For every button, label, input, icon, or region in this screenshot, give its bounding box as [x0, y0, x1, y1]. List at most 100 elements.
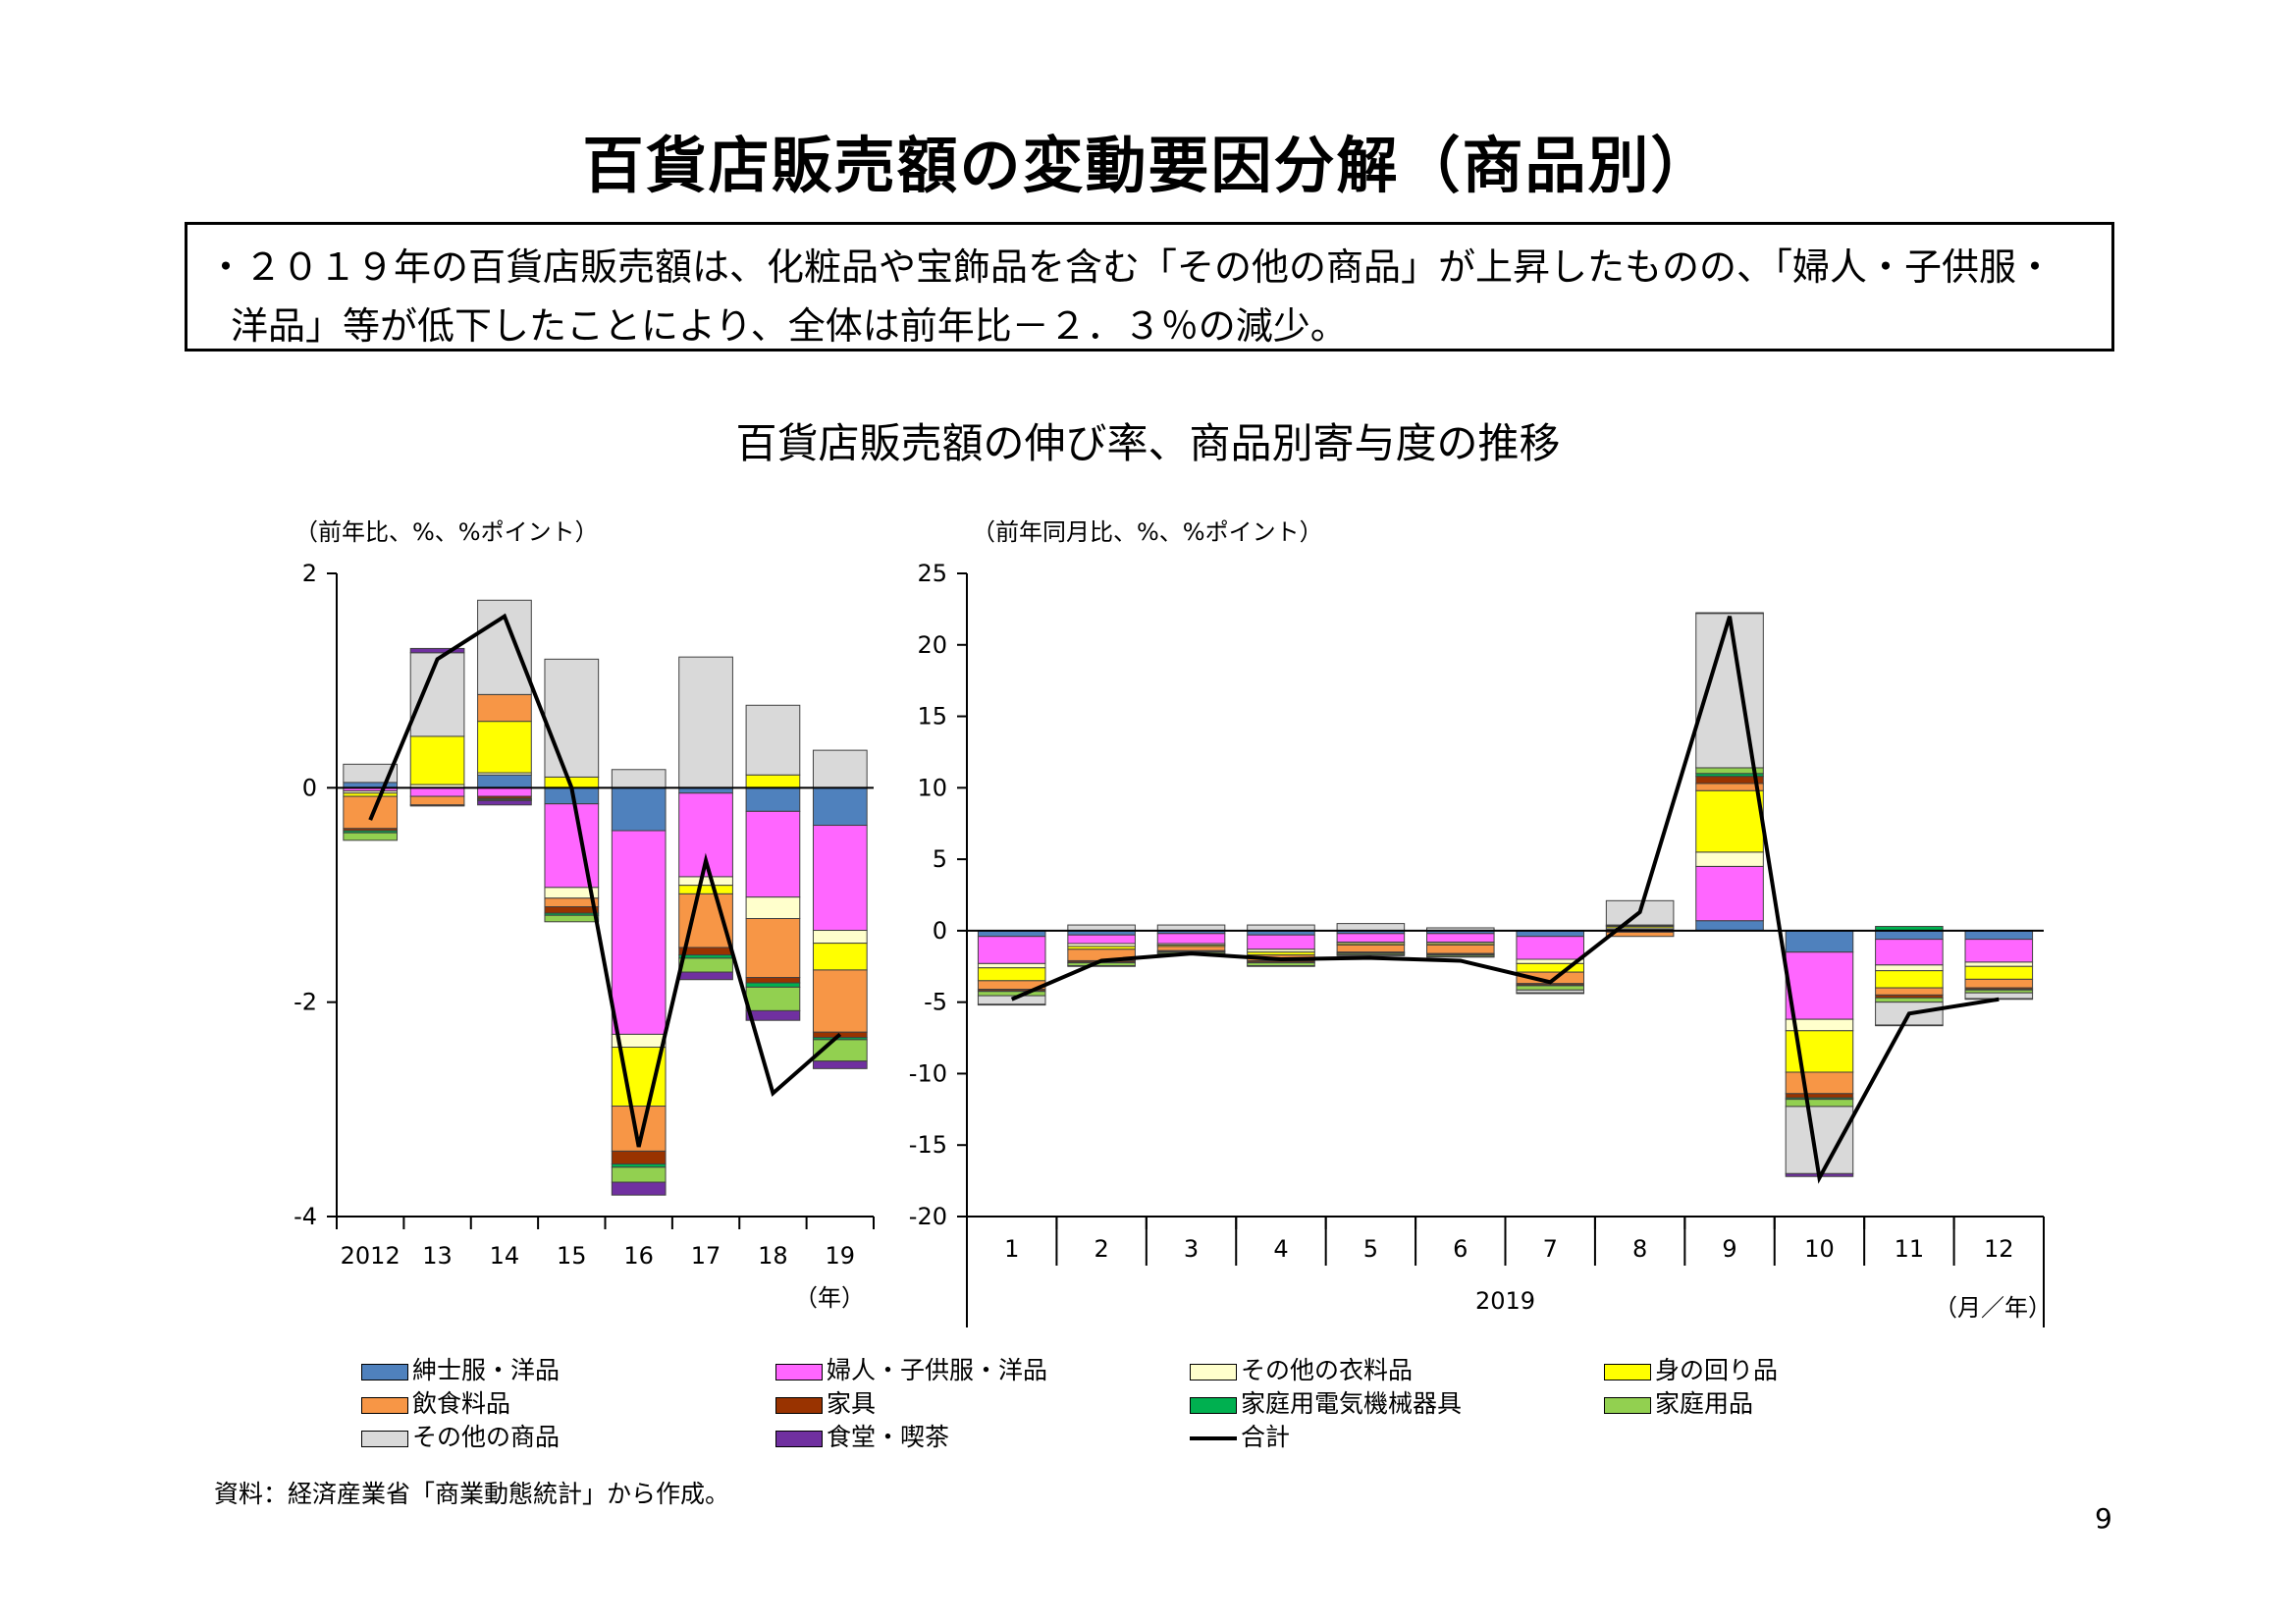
chart2-x-tick-label: 6: [1453, 1235, 1468, 1263]
chart1-bar-furniture: [611, 1150, 667, 1165]
chart2-x-tick-label: 7: [1543, 1235, 1558, 1263]
legend-item-dining: 食堂・喫茶: [775, 1418, 949, 1453]
chart2-x-tick-label: 11: [1895, 1235, 1925, 1263]
chart2-bar-food: [1875, 987, 1944, 996]
chart2-bar-dining: [977, 1003, 1046, 1006]
chart1-bar-household: [611, 1166, 667, 1183]
chart2-y-tick-label: 10: [917, 774, 947, 801]
legend-item-mens: 紳士服・洋品: [361, 1351, 560, 1386]
chart2-bar-womens: [1875, 939, 1944, 966]
chart2-y-tick-label: -5: [924, 989, 947, 1016]
legend-label-household: 家庭用品: [1655, 1389, 1754, 1418]
chart1-bar-othergoods: [611, 769, 667, 788]
chart1-bar-dining: [477, 799, 532, 806]
chart2-bar-othergoods: [1336, 923, 1406, 932]
chart2-bar-othergoods: [977, 995, 1046, 1005]
chart1-bar-mens: [812, 786, 868, 827]
chart1-y-tick-label: 0: [302, 774, 317, 801]
chart2-bar-food: [1156, 946, 1226, 951]
chart2-unit-label: （前年同月比、%、%ポイント）: [972, 518, 1323, 546]
chart2-bar-womens: [977, 936, 1046, 964]
chart1-bar-otherclothing: [678, 876, 733, 887]
chart2-x-tick-label: 4: [1273, 1235, 1288, 1263]
chart2-bar-dining: [1695, 612, 1764, 615]
legend-swatch-household: [1604, 1396, 1651, 1414]
chart1-x-tick-label: 2012: [341, 1242, 400, 1270]
chart2-y-tick-label: -20: [909, 1203, 947, 1230]
chart2-bar-womens: [1247, 934, 1315, 950]
chart1-bar-othergoods: [343, 763, 399, 784]
chart2-bar-furniture: [1695, 776, 1764, 785]
legend-label-appliances: 家庭用電気機械器具: [1241, 1389, 1463, 1418]
legend-swatch-appliances: [1190, 1396, 1237, 1414]
chart1-bar-womens: [611, 830, 667, 1035]
chart2-x-tick-label: 10: [1804, 1235, 1835, 1263]
chart1-y-tick-label: -4: [294, 1203, 317, 1230]
chart2-y-tick-label: 25: [917, 560, 947, 587]
chart1-bar-othergoods: [409, 652, 465, 737]
chart2-bar-mens: [1875, 930, 1944, 941]
chart2-bar-accessories: [977, 967, 1046, 982]
legend-label-mens: 紳士服・洋品: [412, 1356, 561, 1384]
chart2-x-group-label: 2019: [1475, 1287, 1535, 1315]
chart1-bar-dining: [812, 1060, 868, 1069]
chart2-bar-household: [977, 991, 1046, 997]
chart1-bar-appliances: [745, 982, 801, 988]
legend-label-womens: 婦人・子供服・洋品: [827, 1356, 1048, 1384]
legend-item-food: 飲食料品: [361, 1384, 510, 1420]
chart1-bar-food: [812, 969, 868, 1033]
chart2-y-tick-label: 0: [933, 917, 947, 945]
chart2-bar-mens: [1785, 930, 1854, 953]
chart2-bar-household: [1875, 997, 1944, 1003]
chart1-bar-othergoods: [812, 749, 868, 788]
legend-label-othergoods: その他の商品: [412, 1423, 561, 1451]
chart2-x-tick-label: 9: [1722, 1235, 1736, 1263]
chart2-bar-dining: [1964, 998, 2034, 1001]
chart2-x-tick-label: 3: [1184, 1235, 1199, 1263]
legend-line-total: [1190, 1436, 1237, 1440]
chart1-x-tick-label: 14: [490, 1242, 520, 1270]
legend-swatch-othergoods: [361, 1430, 408, 1447]
chart2-bar-food: [1605, 931, 1675, 938]
chart1-bar-dining: [678, 971, 733, 981]
chart2-bar-womens: [1156, 933, 1226, 945]
chart1-bar-accessories: [745, 774, 801, 788]
chart1-bar-othergoods: [678, 656, 733, 788]
chart1-unit-label: （前年比、%、%ポイント）: [294, 518, 599, 546]
legend-swatch-accessories: [1604, 1363, 1651, 1380]
chart2-bar-food: [1336, 944, 1406, 953]
legend-swatch-otherclothing: [1190, 1363, 1237, 1380]
chart2-bar-dining: [1516, 992, 1584, 995]
chart1-bar-food: [409, 795, 465, 806]
chart2-x-unit-label: （月／年）: [1934, 1294, 2052, 1322]
page-title: 百貨店販売額の変動要因分解（商品別）: [582, 130, 1714, 201]
summary-line-1: ・２０１９年の百貨店販売額は、化粧品や宝飾品を含む「その他の商品」が上昇したもの…: [207, 245, 2055, 289]
legend-swatch-furniture: [775, 1396, 823, 1414]
chart1-bar-womens: [409, 786, 465, 797]
chart2-bar-furniture: [1785, 1093, 1854, 1099]
chart1-bar-womens: [812, 825, 868, 932]
chart2-bar-dining: [1336, 954, 1406, 956]
chart2-y-tick-label: -10: [909, 1059, 947, 1087]
legend-label-food: 飲食料品: [412, 1389, 511, 1418]
chart2-y-tick-label: 5: [933, 845, 947, 873]
chart2-bar-food: [1695, 783, 1764, 791]
chart2-bar-household: [1785, 1099, 1854, 1108]
chart2-x-tick-label: 2: [1094, 1235, 1108, 1263]
legend-label-total: 合計: [1241, 1423, 1291, 1451]
legend-item-otherclothing: その他の衣料品: [1190, 1351, 1413, 1386]
chart1-bar-mens: [477, 774, 532, 788]
chart2-bar-dining: [1247, 965, 1315, 967]
legend-label-otherclothing: その他の衣料品: [1241, 1356, 1414, 1384]
chart1-x-tick-label: 16: [623, 1242, 654, 1270]
chart1-x-tick-label: 18: [758, 1242, 788, 1270]
chart2-y-tick-label: -15: [909, 1131, 947, 1159]
chart1-bar-otherclothing: [812, 930, 868, 945]
chart2-bar-accessories: [1875, 970, 1944, 989]
legend-swatch-food: [361, 1396, 408, 1414]
chart1-bar-accessories: [477, 721, 532, 774]
chart1-x-tick-label: 17: [691, 1242, 721, 1270]
chart2-bar-womens: [1964, 939, 2034, 963]
chart1-bar-accessories: [812, 943, 868, 971]
